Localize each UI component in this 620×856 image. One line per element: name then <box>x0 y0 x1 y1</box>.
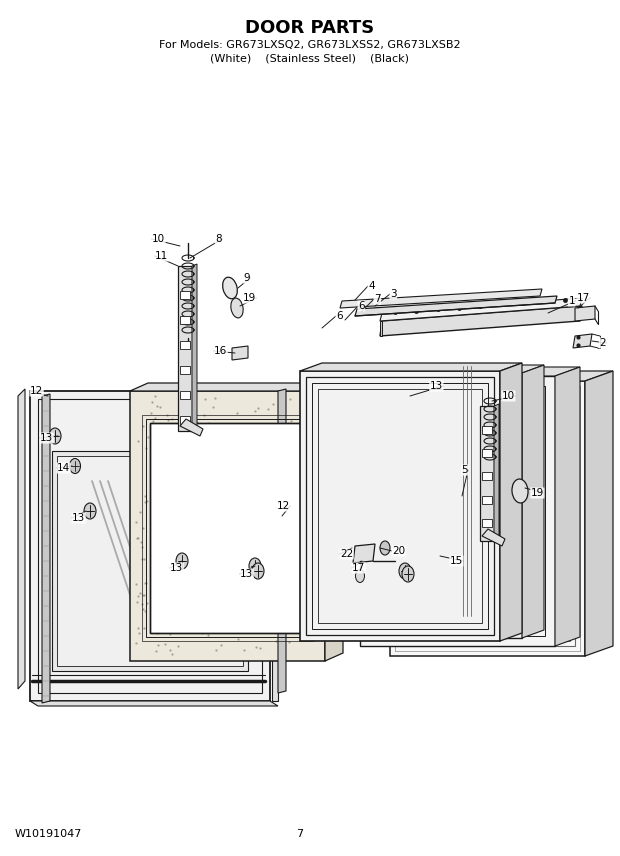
Polygon shape <box>192 264 197 431</box>
Ellipse shape <box>512 479 528 503</box>
Polygon shape <box>360 367 580 376</box>
Polygon shape <box>482 529 505 546</box>
Polygon shape <box>390 371 613 381</box>
Text: 13: 13 <box>40 433 53 443</box>
Ellipse shape <box>84 503 96 519</box>
Text: W10191047: W10191047 <box>15 829 82 839</box>
Polygon shape <box>232 346 248 360</box>
Polygon shape <box>130 383 343 391</box>
Text: 5: 5 <box>461 465 468 475</box>
Text: 15: 15 <box>450 556 463 566</box>
Polygon shape <box>390 381 585 656</box>
Polygon shape <box>300 363 522 371</box>
Text: 7: 7 <box>296 829 304 839</box>
Polygon shape <box>180 316 190 324</box>
Polygon shape <box>360 376 555 646</box>
Polygon shape <box>300 371 500 641</box>
Text: 13: 13 <box>170 563 184 573</box>
Polygon shape <box>482 426 492 434</box>
Text: 12: 12 <box>30 386 43 396</box>
Polygon shape <box>353 544 375 563</box>
Polygon shape <box>522 365 544 638</box>
Text: 14: 14 <box>57 463 70 473</box>
Polygon shape <box>30 391 270 701</box>
Text: eReplacementParts.com: eReplacementParts.com <box>227 463 353 473</box>
Text: 20: 20 <box>392 546 405 556</box>
Text: 6: 6 <box>358 301 365 311</box>
Polygon shape <box>573 334 592 348</box>
Ellipse shape <box>69 459 81 473</box>
Text: 12: 12 <box>277 501 290 511</box>
Polygon shape <box>180 366 190 374</box>
Polygon shape <box>585 371 613 656</box>
Text: (White)    (Stainless Steel)    (Black): (White) (Stainless Steel) (Black) <box>211 53 409 63</box>
Polygon shape <box>272 391 278 701</box>
Polygon shape <box>180 416 190 424</box>
Polygon shape <box>18 389 25 689</box>
Text: 7: 7 <box>374 294 381 304</box>
Polygon shape <box>482 496 492 504</box>
Polygon shape <box>380 306 582 336</box>
Text: 19: 19 <box>243 293 256 303</box>
Polygon shape <box>330 365 544 373</box>
Polygon shape <box>355 296 557 316</box>
Ellipse shape <box>176 553 188 569</box>
Ellipse shape <box>249 558 261 574</box>
Text: 1: 1 <box>569 296 575 306</box>
Text: 9: 9 <box>244 273 250 283</box>
Text: 19: 19 <box>531 488 544 498</box>
Text: 11: 11 <box>155 251 168 261</box>
Polygon shape <box>330 373 522 638</box>
Polygon shape <box>494 404 499 541</box>
Text: 13: 13 <box>72 513 86 523</box>
Text: For Models: GR673LXSQ2, GR673LXSS2, GR673LXSB2: For Models: GR673LXSQ2, GR673LXSS2, GR67… <box>159 40 461 50</box>
Polygon shape <box>575 306 595 321</box>
Polygon shape <box>430 475 435 602</box>
Polygon shape <box>52 451 248 671</box>
Polygon shape <box>500 363 522 641</box>
Text: 8: 8 <box>215 234 222 244</box>
Polygon shape <box>482 519 492 527</box>
Polygon shape <box>482 472 492 480</box>
Ellipse shape <box>49 428 61 444</box>
Text: 17: 17 <box>577 293 590 303</box>
Polygon shape <box>380 321 382 336</box>
Ellipse shape <box>231 298 243 318</box>
Polygon shape <box>555 367 580 646</box>
Polygon shape <box>180 391 190 399</box>
Ellipse shape <box>355 569 365 582</box>
Ellipse shape <box>399 563 411 579</box>
Text: 16: 16 <box>214 346 228 356</box>
Polygon shape <box>340 289 542 308</box>
Polygon shape <box>180 419 203 436</box>
Polygon shape <box>278 389 286 693</box>
Text: 17: 17 <box>352 563 365 573</box>
Polygon shape <box>482 449 492 457</box>
Text: 22: 22 <box>340 549 353 559</box>
Polygon shape <box>180 291 190 299</box>
Ellipse shape <box>223 277 237 299</box>
Text: 13: 13 <box>240 569 253 579</box>
Polygon shape <box>480 406 494 541</box>
Ellipse shape <box>380 541 390 555</box>
Text: 3: 3 <box>390 289 397 299</box>
Polygon shape <box>380 298 582 321</box>
Polygon shape <box>325 383 343 661</box>
Polygon shape <box>30 701 278 706</box>
Text: 6: 6 <box>336 311 343 321</box>
Text: 10: 10 <box>502 391 515 401</box>
Polygon shape <box>42 394 50 703</box>
Polygon shape <box>178 266 192 431</box>
Polygon shape <box>180 341 190 349</box>
Ellipse shape <box>402 566 414 582</box>
Polygon shape <box>57 456 243 666</box>
Text: 10: 10 <box>152 234 165 244</box>
Text: 4: 4 <box>368 281 374 291</box>
Polygon shape <box>150 423 305 633</box>
Text: DOOR PARTS: DOOR PARTS <box>246 19 374 37</box>
Ellipse shape <box>252 563 264 579</box>
Polygon shape <box>130 391 325 661</box>
Text: 13: 13 <box>430 381 443 391</box>
Text: 2: 2 <box>600 338 606 348</box>
